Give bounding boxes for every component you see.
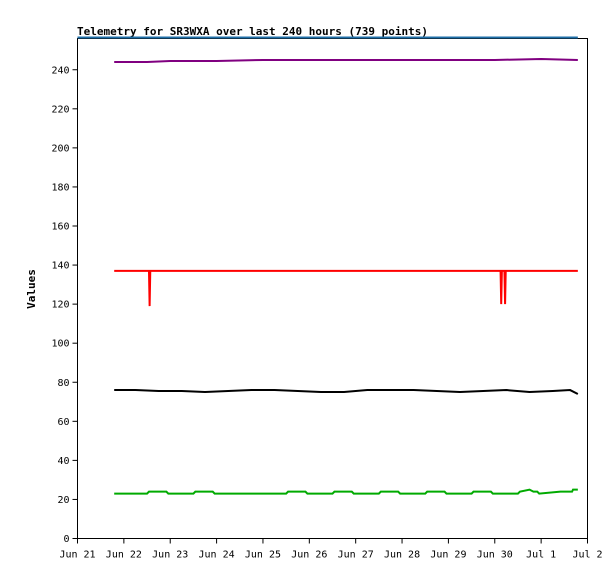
chart-title: Telemetry for SR3WXA over last 240 hours… <box>77 25 428 38</box>
y-tick-label: 0 <box>63 534 69 545</box>
y-tick-label: 160 <box>51 222 69 233</box>
y-tick-label: 20 <box>57 495 69 506</box>
x-tick-label: Jun 21 <box>59 550 95 561</box>
y-tick-label: 120 <box>51 300 69 311</box>
y-tick-label: 60 <box>57 417 69 428</box>
y-axis-label: Values <box>25 269 38 309</box>
y-tick-label: 180 <box>51 182 69 193</box>
y-tick-label: 200 <box>51 143 69 154</box>
y-tick-label: 140 <box>51 261 69 272</box>
y-tick-label: 240 <box>51 65 69 76</box>
x-tick-label: Jun 23 <box>152 550 188 561</box>
y-tick-label: 40 <box>57 456 69 467</box>
x-tick-label: Jul 1 <box>526 550 556 561</box>
x-tick-label: Jun 27 <box>338 550 374 561</box>
series-line-4 <box>114 488 578 495</box>
plot-frame <box>77 38 588 539</box>
x-tick-label: Jun 30 <box>477 550 513 561</box>
x-tick-label: Jun 25 <box>245 550 281 561</box>
x-tick-label: Jul 2 <box>572 550 602 561</box>
x-tick-label: Jun 26 <box>291 550 327 561</box>
y-tick-label: 80 <box>57 378 69 389</box>
x-tick-label: Jun 28 <box>384 550 420 561</box>
y-tick-label: 100 <box>51 339 69 350</box>
y-tick-label: 220 <box>51 104 69 115</box>
x-tick-label: Jun 29 <box>430 550 466 561</box>
series-line-1 <box>114 58 578 63</box>
x-tick-label: Jun 24 <box>199 550 235 561</box>
series-line-3 <box>114 389 579 395</box>
series-line-2 <box>114 269 578 307</box>
x-tick-label: Jun 22 <box>106 550 142 561</box>
